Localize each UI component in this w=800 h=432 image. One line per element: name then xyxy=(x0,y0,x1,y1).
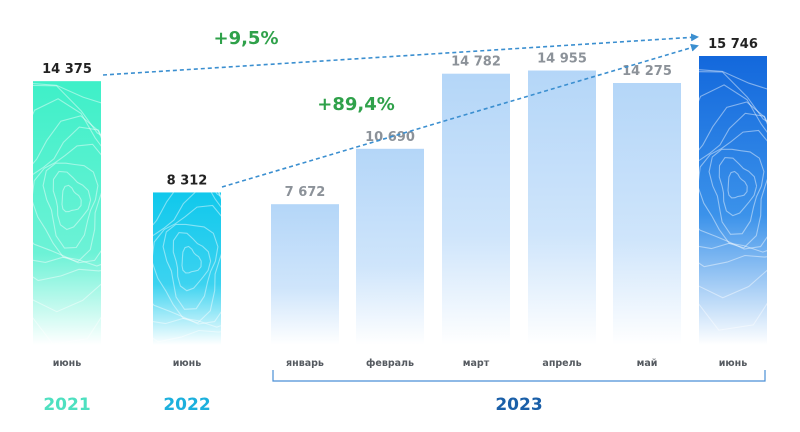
growth-arrows-layer: +9,5% +89,4% xyxy=(102,28,699,188)
growth-arrow-1 xyxy=(221,43,699,188)
value-label-5: 14 955 xyxy=(537,52,587,67)
month-label-6: май xyxy=(637,358,658,369)
bar-0 xyxy=(33,81,101,346)
year-label-2021: 2021 xyxy=(43,395,90,415)
bar-6 xyxy=(613,82,681,346)
month-label-1: июнь xyxy=(173,358,201,369)
contour-pattern-0 xyxy=(33,82,101,345)
year-label-2023: 2023 xyxy=(495,395,542,415)
growth-arrow-0 xyxy=(102,33,699,76)
bar-5 xyxy=(528,70,596,345)
bar-7 xyxy=(699,56,767,345)
value-label-1: 8 312 xyxy=(167,173,208,188)
contour-pattern-1 xyxy=(153,192,221,345)
year-label-2022: 2022 xyxy=(163,395,210,415)
growth-annotation-1: +89,4% xyxy=(317,94,395,115)
month-label-0: июнь xyxy=(53,358,81,369)
value-label-4: 14 782 xyxy=(451,55,501,70)
value-label-0: 14 375 xyxy=(42,62,92,77)
contour-pattern-layer xyxy=(33,69,767,345)
value-label-6: 14 275 xyxy=(622,64,672,79)
month-label-2: январь xyxy=(286,358,324,369)
contour-pattern-7 xyxy=(699,69,767,331)
value-label-2: 7 672 xyxy=(285,185,326,200)
month-label-4: март xyxy=(463,358,490,369)
month-label-3: февраль xyxy=(366,358,414,369)
year-bracket-2023 xyxy=(272,370,766,382)
bar-3 xyxy=(356,148,424,345)
value-label-7: 15 746 xyxy=(708,37,758,52)
growth-annotation-0: +9,5% xyxy=(213,28,278,49)
bar-2 xyxy=(271,204,339,345)
month-label-5: апрель xyxy=(542,358,581,369)
bars-layer xyxy=(33,56,767,346)
bar-1 xyxy=(153,192,221,345)
bar-4 xyxy=(442,73,510,346)
month-label-7: июнь xyxy=(719,358,747,369)
